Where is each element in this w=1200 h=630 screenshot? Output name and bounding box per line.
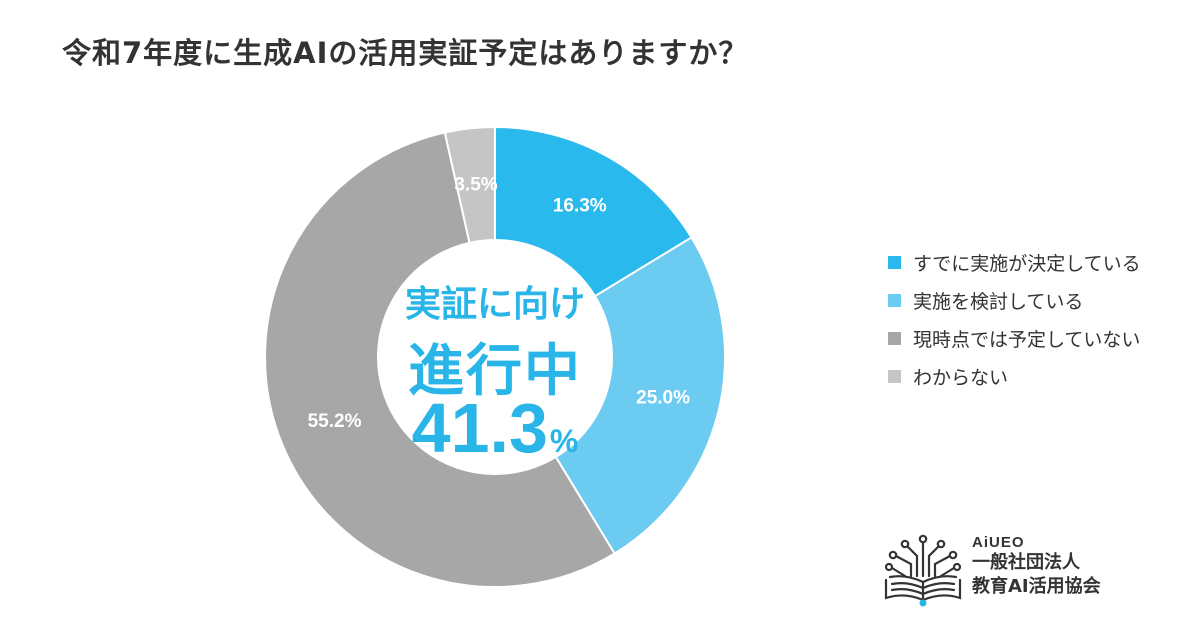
logo-brand: AiUEO xyxy=(972,534,1025,551)
legend-swatch xyxy=(888,369,901,383)
slice-value-label: 16.3% xyxy=(553,196,607,217)
organization-logo: AiUEO 一般社団法人 教育AI活用協会 xyxy=(880,532,1170,612)
slice-value-label: 55.2% xyxy=(308,411,362,432)
legend-item: わからない xyxy=(888,357,1141,395)
donut-slice xyxy=(554,236,726,555)
legend-swatch xyxy=(888,293,901,307)
center-value-number: 41.3 xyxy=(411,389,548,467)
legend-item: 実施を検討している xyxy=(888,281,1141,319)
legend-swatch xyxy=(888,331,901,345)
legend-label: 現時点では予定していない xyxy=(913,328,1141,351)
logo-org-line1: 一般社団法人 xyxy=(972,552,1080,573)
center-value-unit: % xyxy=(549,423,579,459)
slice-value-label: 3.5% xyxy=(454,175,497,196)
center-label-line2: 進行中 xyxy=(408,339,582,404)
book-circuit-icon xyxy=(884,534,962,607)
donut-slice xyxy=(494,125,693,298)
legend-label: わからない xyxy=(913,366,1009,389)
legend-swatch xyxy=(888,255,901,269)
legend-item: すでに実施が決定している xyxy=(888,243,1141,281)
logo-text: AiUEO 一般社団法人 教育AI活用協会 xyxy=(972,534,1101,599)
center-value: 41.3% xyxy=(380,388,610,468)
center-label-line1: 実証に向け xyxy=(404,284,585,325)
legend-item: 現時点では予定していない xyxy=(888,319,1141,357)
donut-slice xyxy=(443,125,496,245)
legend-label: すでに実施が決定している xyxy=(913,252,1141,275)
slice-value-label: 25.0% xyxy=(636,387,690,408)
donut-slice xyxy=(264,131,616,588)
chart-title: 令和7年度に生成AIの活用実証予定はありますか？ xyxy=(62,36,749,70)
legend: すでに実施が決定している 実施を検討している 現時点では予定していない わからな… xyxy=(888,243,1141,395)
logo-org-line2: 教育AI活用協会 xyxy=(972,576,1101,597)
legend-label: 実施を検討している xyxy=(913,290,1084,313)
